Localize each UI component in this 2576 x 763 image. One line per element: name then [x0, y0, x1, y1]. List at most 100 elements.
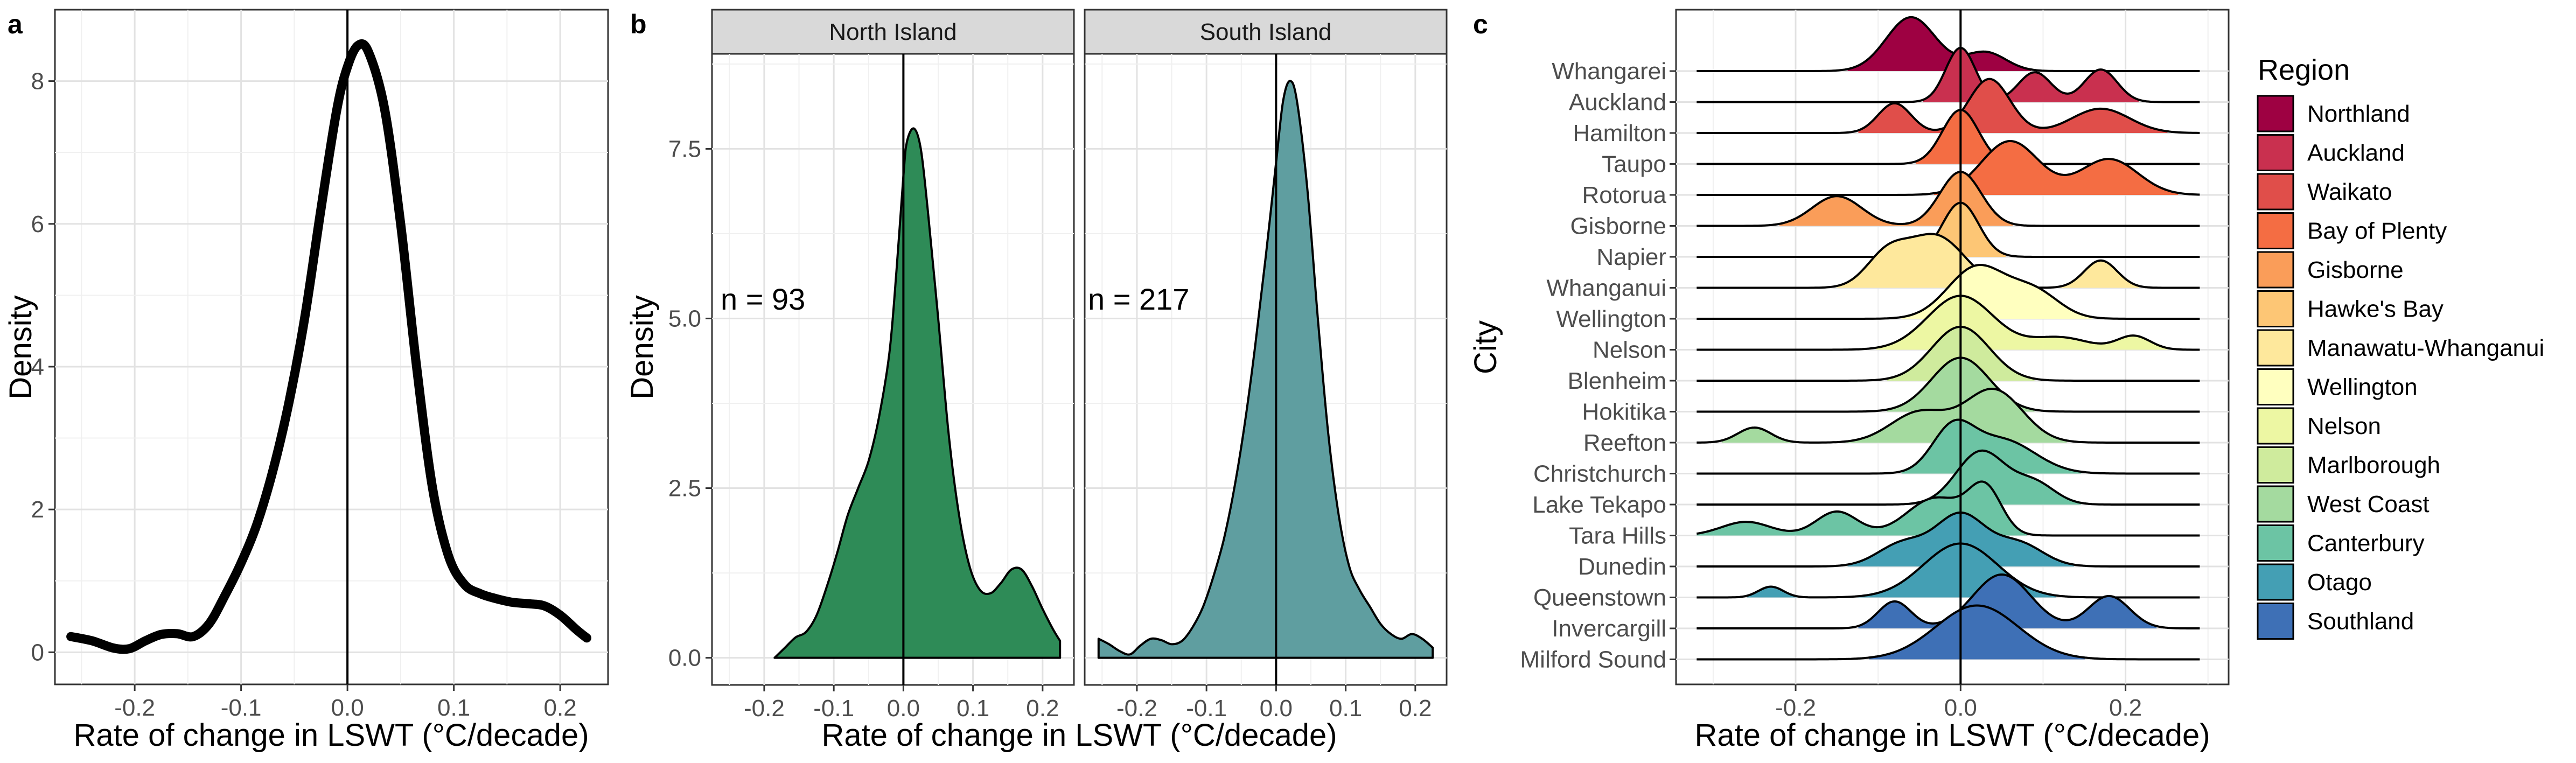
legend-label: West Coast [2307, 491, 2430, 517]
legend-label: Otago [2307, 569, 2372, 596]
legend-key [2257, 524, 2294, 562]
city-label: Nelson [1593, 337, 1666, 363]
panel-a-x-tick-label: -0.1 [221, 695, 262, 721]
facet-title-north-island: North Island [829, 19, 957, 45]
city-label: Whangarei [1552, 58, 1666, 85]
density-area-north-island [773, 127, 1062, 659]
panel-a-y-tick-label: 8 [31, 68, 44, 95]
city-label: Gisborne [1570, 213, 1666, 240]
facet-strip-south-island [1084, 9, 1448, 55]
city-label: Wellington [1556, 306, 1666, 332]
city-label: Rotorua [1582, 182, 1666, 208]
legend-label: Waikato [2307, 179, 2392, 205]
panel-a-x-tick-label: -0.2 [114, 695, 155, 721]
legend-key [2257, 368, 2294, 405]
panel-c-x-tick-label: 0.2 [2109, 695, 2142, 721]
panel-b-x-axis-label: Rate of change in LSWT (°C/decade) [821, 718, 1337, 753]
ridge-outline [1697, 295, 2200, 351]
ridge-fill [1933, 141, 2179, 195]
legend-key [2257, 446, 2294, 484]
legend-entries: Northland Auckland Waikato Bay of Plenty Gis… [2257, 95, 2544, 640]
ridge-outline [1697, 449, 2200, 506]
legend-label: Bay of Plenty [2307, 218, 2447, 244]
legend-key [2257, 95, 2294, 132]
panel-b-y-tick-label: 7.5 [668, 136, 701, 162]
city-label: Queenstown [1533, 585, 1666, 611]
panel-c-y-axis-label: City [1468, 320, 1503, 374]
legend-key [2257, 290, 2294, 327]
panel-a-x-tick-label: 0.2 [544, 695, 577, 721]
facet-0-x-tick-label: 0.1 [957, 695, 989, 722]
legend-key [2257, 212, 2294, 249]
panel-tag-b: b [630, 9, 647, 39]
legend-label: Manawatu-Whanganui [2307, 335, 2544, 361]
legend-key [2257, 134, 2294, 171]
ridge-outline [1697, 356, 2200, 413]
legend-label: Auckland [2307, 140, 2405, 166]
facet-0-x-tick-label: 0.0 [887, 695, 920, 722]
city-label: Napier [1596, 244, 1666, 270]
facet-1-x-tick-label: -0.2 [1116, 695, 1157, 722]
legend-label: Gisborne [2307, 257, 2404, 283]
legend-label: Hawke's Bay [2307, 296, 2444, 323]
legend-label: Canterbury [2307, 530, 2425, 557]
facet-0-x-tick-label: 0.2 [1026, 695, 1059, 722]
panel-a-y-axis-label: Density [3, 295, 38, 399]
city-label: Lake Tekapo [1532, 492, 1666, 518]
panel-c: c Whangarei Auckland Hamilton Taupo Rotorua G… [1468, 9, 2544, 753]
ridge-outline [1697, 233, 2200, 289]
panel-b-y-tick-label: 2.5 [668, 475, 701, 502]
facet-strip-north-island [711, 9, 1075, 55]
city-label: Whanganui [1546, 275, 1666, 302]
panel-a-y-tick-label: 0 [31, 639, 44, 666]
panel-c-x-axis-label: Rate of change in LSWT (°C/decade) [1694, 718, 2210, 753]
legend-key [2257, 407, 2294, 445]
city-label: Christchurch [1533, 461, 1666, 487]
panel-a-x-tick-label: 0.0 [331, 695, 364, 721]
panel-a: a -0.2 -0.1 0.0 0.1 0.2 0 2 4 6 8 Rate of change… [3, 9, 609, 753]
legend-key [2257, 251, 2294, 289]
ridge-outline [1697, 604, 2200, 661]
panel-a-density-line [66, 39, 591, 654]
ridge-outline [1697, 325, 2200, 382]
panel-a-y-tick-label: 4 [31, 354, 44, 380]
legend-key [2257, 329, 2294, 367]
ridge-outline [1697, 264, 2200, 320]
panel-b-y-tick-label: 0.0 [668, 645, 701, 671]
ridge-outline [1697, 16, 2200, 72]
ridgelines [1696, 16, 2200, 661]
facet-x-ticks-north-island: -0.2 -0.1 0.0 0.1 0.2 [744, 685, 1059, 722]
legend-label: Marlborough [2307, 452, 2440, 479]
panel-c-x-tick-label: -0.2 [1775, 695, 1816, 721]
panel-a-x-tick-label: 0.1 [437, 695, 470, 721]
city-label: Taupo [1602, 151, 1666, 178]
city-label: Milford Sound [1520, 647, 1666, 673]
ridge-outline [1696, 480, 2200, 537]
ridge-fill [1747, 543, 2056, 598]
region-legend: Region Northland Auckland Waikato Bay of Pl… [2257, 54, 2544, 640]
legend-key [2257, 485, 2294, 523]
legend-label: Northland [2307, 101, 2410, 127]
facet-1-x-tick-label: -0.1 [1186, 695, 1227, 722]
city-label: Hamilton [1573, 120, 1666, 146]
facet-1-x-tick-label: 0.1 [1329, 695, 1362, 722]
panel-a-x-ticks: -0.2 -0.1 0.0 0.1 0.2 [114, 684, 577, 721]
city-label: Hokitika [1582, 399, 1667, 425]
facet-1-x-tick-label: 0.0 [1260, 695, 1293, 722]
panel-tag-c: c [1473, 9, 1488, 39]
sample-size-south-island: n = 217 [1088, 282, 1189, 316]
ridge-fill [1869, 605, 2085, 660]
legend-label: Wellington [2307, 374, 2418, 401]
ridge-fill [1916, 450, 2082, 505]
facet-0-x-tick-label: -0.1 [813, 695, 854, 722]
facet-0-x-tick-label: -0.2 [744, 695, 785, 722]
panel-c-x-tick-label: 0.0 [1944, 695, 1977, 721]
panel-b-y-ticks: 0.0 2.5 5.0 7.5 [668, 136, 712, 671]
city-labels: Whangarei Auckland Hamilton Taupo Rotorua Gis… [1520, 58, 1676, 673]
ridge-outline [1697, 418, 2200, 475]
legend-label: Southland [2307, 608, 2414, 635]
facet-title-south-island: South Island [1200, 19, 1332, 45]
facet-1-x-tick-label: 0.2 [1399, 695, 1432, 722]
ridge-outline [1697, 201, 2200, 258]
